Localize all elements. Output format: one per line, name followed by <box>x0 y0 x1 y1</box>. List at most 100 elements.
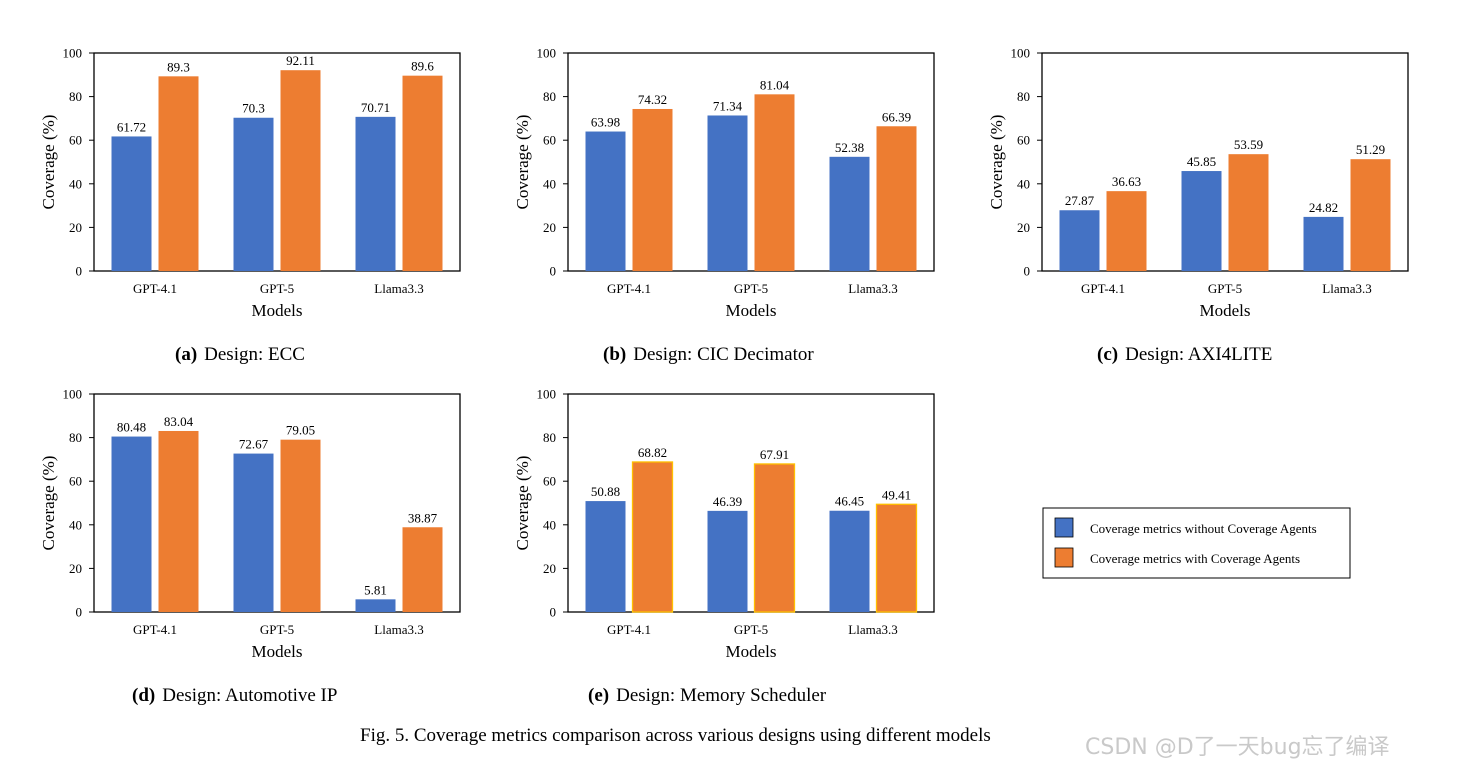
chart-a-bar-with-2 <box>402 75 443 271</box>
chart-a-data-label: 89.6 <box>411 59 434 74</box>
chart-e-data-label: 49.41 <box>882 487 911 502</box>
chart-e-caption-prefix: (e) <box>588 685 609 706</box>
chart-b-caption-prefix: (b) <box>603 344 626 365</box>
chart-a-xtick-label: GPT-5 <box>260 281 294 296</box>
chart-a-bar-without-0 <box>111 136 152 271</box>
chart-a-xtick-label: Llama3.3 <box>374 281 423 296</box>
chart-b-data-label: 74.32 <box>638 92 667 107</box>
chart-a-caption-prefix: (a) <box>175 344 197 365</box>
chart-c-xtick-label: GPT-5 <box>1208 281 1242 296</box>
charts-group: 0 20 40 60 80 100 61.72 89.3 GPT-4.1 70.3 92.11 GPT… <box>39 46 1409 706</box>
legend-swatch-without <box>1054 517 1074 538</box>
chart-b-data-label: 81.04 <box>760 77 790 92</box>
chart-d-data-label: 80.48 <box>117 420 146 435</box>
chart-e-plot-frame <box>567 393 935 613</box>
chart-e-xtick-label: GPT-4.1 <box>607 622 651 637</box>
chart-e-data-label: 46.45 <box>835 494 864 509</box>
chart-c-bar-without-0 <box>1059 210 1100 271</box>
chart-b-bar-with-1 <box>754 94 795 272</box>
chart-d-data-label: 72.67 <box>239 437 269 452</box>
legend-swatch-with <box>1054 547 1074 568</box>
chart-a-ytick-label: 0 <box>76 264 83 279</box>
chart-e-bar-without-1 <box>707 510 748 612</box>
chart-e-xlabel: Models <box>726 642 777 661</box>
chart-e-bar-with-2 <box>875 503 918 613</box>
chart-b-bar-without-2 <box>829 156 870 271</box>
chart-d: 0 20 40 60 80 100 80.48 83.04 GPT-4.1 72.67 79.05 G… <box>39 387 461 706</box>
chart-b-bar-without-1 <box>707 115 748 272</box>
chart-c-caption: (c) Design: AXI4LITE <box>1097 344 1272 365</box>
chart-a-data-label: 70.3 <box>242 101 265 116</box>
legend-box <box>1042 507 1351 579</box>
chart-d-xtick-label: GPT-5 <box>260 622 294 637</box>
chart-b-ytick-label: 40 <box>543 176 556 191</box>
chart-a-ylabel: Coverage (%) <box>39 115 58 210</box>
chart-d-ytick-label: 20 <box>69 561 82 576</box>
chart-c-ytick-label: 100 <box>1011 46 1031 61</box>
chart-c-bar-without-1 <box>1181 171 1222 271</box>
chart-e-bar-with-1 <box>753 463 796 613</box>
legend: Coverage metrics without Coverage Agents… <box>1042 507 1351 579</box>
watermark: CSDN @D了一天bug忘了编译 <box>1085 735 1390 760</box>
chart-b-bar-with-2 <box>876 126 917 271</box>
chart-c-data-label: 51.29 <box>1356 142 1385 157</box>
chart-d-ytick-label: 100 <box>63 387 83 402</box>
chart-e-xtick-label: GPT-5 <box>734 622 768 637</box>
chart-a-ytick-label: 40 <box>69 176 82 191</box>
chart-e-ytick-label: 20 <box>543 561 556 576</box>
chart-c-ytick-label: 80 <box>1017 89 1030 104</box>
chart-d-caption-prefix: (d) <box>132 685 155 706</box>
chart-a-bar-with-1 <box>280 70 321 272</box>
chart-d-bar-with-0 <box>158 430 199 612</box>
chart-b-ytick-label: 20 <box>543 220 556 235</box>
chart-e-ytick-label: 80 <box>543 430 556 445</box>
chart-d-ytick-label: 40 <box>69 517 82 532</box>
chart-b-data-label: 71.34 <box>713 98 743 113</box>
chart-e-data-label: 67.91 <box>760 447 789 462</box>
chart-c-data-label: 27.87 <box>1065 193 1095 208</box>
chart-d-xlabel: Models <box>252 642 303 661</box>
chart-b-bar-with-0 <box>632 108 673 272</box>
chart-c-xtick-label: Llama3.3 <box>1322 281 1371 296</box>
chart-d-data-label: 38.87 <box>408 510 438 525</box>
chart-c-xtick-label: GPT-4.1 <box>1081 281 1125 296</box>
chart-b-caption-text: Design: CIC Decimator <box>633 344 814 365</box>
chart-c-ylabel: Coverage (%) <box>987 115 1006 210</box>
chart-b-data-label: 52.38 <box>835 140 864 155</box>
chart-c-bar-without-2 <box>1303 216 1344 271</box>
chart-e-ylabel: Coverage (%) <box>513 456 532 551</box>
chart-d-bar-without-1 <box>233 453 274 612</box>
chart-c-data-label: 53.59 <box>1234 137 1263 152</box>
chart-c-ytick-label: 60 <box>1017 133 1030 148</box>
chart-e-bar-with-0 <box>631 461 674 613</box>
legend-label-with: Coverage metrics with Coverage Agents <box>1090 551 1300 566</box>
chart-e-data-label: 50.88 <box>591 484 620 499</box>
chart-e-ytick-label: 40 <box>543 517 556 532</box>
chart-d-data-label: 5.81 <box>364 582 387 597</box>
chart-d-data-label: 83.04 <box>164 414 194 429</box>
chart-e-xtick-label: Llama3.3 <box>848 622 897 637</box>
chart-c-bar-with-1 <box>1228 154 1269 271</box>
chart-d-bar-with-2 <box>402 527 443 612</box>
chart-e-data-label: 68.82 <box>638 445 667 460</box>
chart-d-ytick-label: 60 <box>69 474 82 489</box>
chart-b-xlabel: Models <box>726 301 777 320</box>
chart-a-xtick-label: GPT-4.1 <box>133 281 177 296</box>
chart-c-ytick-label: 40 <box>1017 176 1030 191</box>
chart-a-ytick-label: 20 <box>69 220 82 235</box>
chart-e-data-label: 46.39 <box>713 494 742 509</box>
figure-caption: Fig. 5. Coverage metrics comparison acro… <box>360 725 991 746</box>
chart-d-bar-without-0 <box>111 436 152 612</box>
chart-c-data-label: 24.82 <box>1309 200 1338 215</box>
chart-a-caption: (a) Design: ECC <box>175 344 305 365</box>
chart-e-caption: (e) Design: Memory Scheduler <box>588 685 827 706</box>
chart-d-ytick-label: 80 <box>69 430 82 445</box>
chart-d-bar-without-2 <box>355 599 396 612</box>
chart-a: 0 20 40 60 80 100 61.72 89.3 GPT-4.1 70.3 92.11 GPT… <box>39 46 461 365</box>
chart-b-xtick-label: Llama3.3 <box>848 281 897 296</box>
chart-d-plot-frame <box>93 393 461 613</box>
chart-e-caption-text: Design: Memory Scheduler <box>616 685 827 706</box>
chart-c-bar-with-0 <box>1106 191 1147 271</box>
chart-d-caption-text: Design: Automotive IP <box>162 685 337 706</box>
chart-d-ylabel: Coverage (%) <box>39 456 58 551</box>
